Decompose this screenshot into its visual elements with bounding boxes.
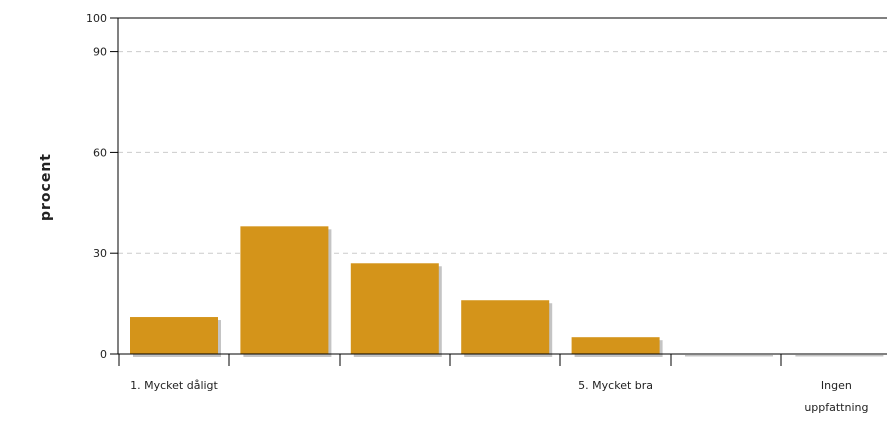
y-axis-title: procent — [38, 153, 54, 221]
bar-1 — [240, 226, 329, 354]
x-tick-label-6-1: uppfattning — [804, 401, 868, 414]
bar-3 — [461, 300, 550, 354]
axes — [110, 17, 887, 366]
tick-labels: 0 30 60 90 100 1. Mycket dåligt 5. Mycket bra I… — [86, 12, 868, 414]
bar-4 — [571, 337, 660, 354]
bar-shadow-6 — [795, 355, 884, 357]
y-tick-label-90: 90 — [93, 46, 107, 59]
y-tick-label-60: 60 — [93, 146, 107, 159]
bar-shadow-5 — [685, 355, 773, 357]
bar-0 — [130, 317, 218, 354]
bars — [130, 226, 884, 357]
x-tick-label-0: 1. Mycket dåligt — [130, 379, 218, 392]
bar-2 — [350, 263, 439, 354]
grid-lines — [118, 51, 887, 254]
y-tick-label-100: 100 — [86, 12, 107, 25]
y-tick-label-30: 30 — [93, 247, 107, 260]
x-tick-label-6-0: Ingen — [821, 379, 852, 392]
y-tick-label-0: 0 — [100, 348, 107, 361]
x-tick-label-4: 5. Mycket bra — [578, 379, 653, 392]
